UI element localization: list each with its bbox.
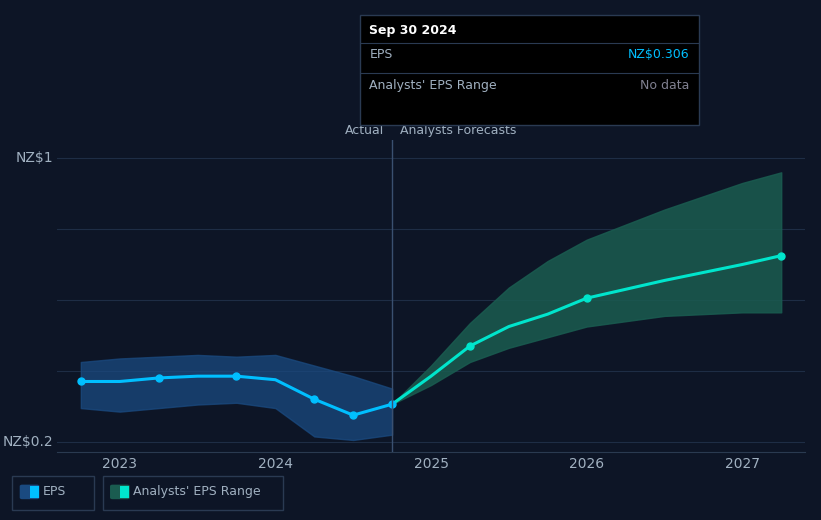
Text: NZ$0.306: NZ$0.306	[628, 48, 690, 61]
Text: NZ$1: NZ$1	[16, 151, 53, 165]
Text: Analysts' EPS Range: Analysts' EPS Range	[369, 79, 497, 92]
Text: Actual: Actual	[345, 124, 384, 137]
Text: Analysts' EPS Range: Analysts' EPS Range	[133, 486, 260, 498]
Text: NZ$0.2: NZ$0.2	[3, 435, 53, 449]
Text: EPS: EPS	[369, 48, 392, 61]
Text: Analysts Forecasts: Analysts Forecasts	[400, 124, 516, 137]
Text: EPS: EPS	[43, 486, 66, 498]
Text: No data: No data	[640, 79, 690, 92]
Text: Sep 30 2024: Sep 30 2024	[369, 24, 457, 37]
